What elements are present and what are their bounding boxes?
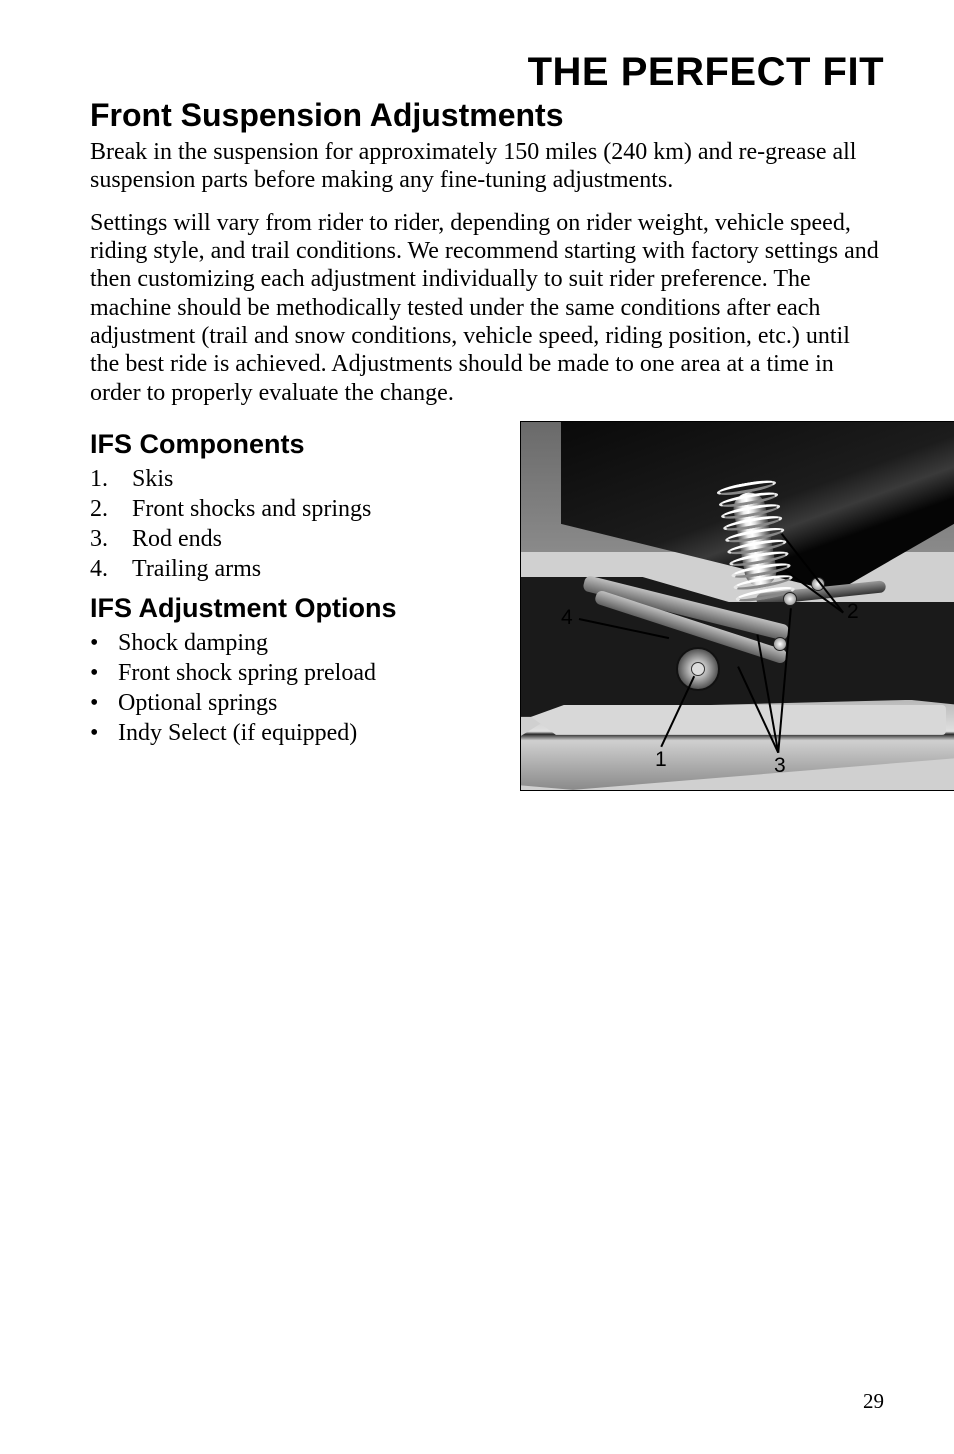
two-column-region: IFS Components 1. Skis 2. Front shocks a… <box>90 421 884 791</box>
bullet-icon: • <box>90 630 118 657</box>
list-item: • Front shock spring preload <box>90 660 500 687</box>
ifs-options-list: • Shock damping • Front shock spring pre… <box>90 630 500 747</box>
page-container: THE PERFECT FIT Front Suspension Adjustm… <box>0 0 954 1454</box>
bullet-icon: • <box>90 660 118 687</box>
paragraph-1: Break in the suspension for approximatel… <box>90 138 884 195</box>
list-item: 2. Front shocks and springs <box>90 496 500 523</box>
right-column: 4 2 1 3 <box>520 421 954 791</box>
section-heading: Front Suspension Adjustments <box>90 97 884 134</box>
ifs-components-heading: IFS Components <box>90 429 500 460</box>
page-main-title: THE PERFECT FIT <box>90 50 884 95</box>
callout-label-2: 2 <box>847 600 859 624</box>
bullet-icon: • <box>90 720 118 747</box>
ifs-components-list: 1. Skis 2. Front shocks and springs 3. R… <box>90 466 500 583</box>
ifs-options-heading: IFS Adjustment Options <box>90 593 500 624</box>
list-text: Skis <box>132 466 173 493</box>
figure-rod-end <box>773 637 787 651</box>
list-number: 1. <box>90 466 132 493</box>
list-item: • Optional springs <box>90 690 500 717</box>
list-text: Front shocks and springs <box>132 496 371 523</box>
list-item: • Indy Select (if equipped) <box>90 720 500 747</box>
list-text: Optional springs <box>118 690 277 717</box>
list-text: Indy Select (if equipped) <box>118 720 357 747</box>
list-item: • Shock damping <box>90 630 500 657</box>
list-item: 4. Trailing arms <box>90 556 500 583</box>
page-number: 29 <box>863 1389 884 1414</box>
list-text: Front shock spring preload <box>118 660 376 687</box>
list-number: 4. <box>90 556 132 583</box>
suspension-figure: 4 2 1 3 <box>520 421 954 791</box>
callout-label-1: 1 <box>655 748 667 772</box>
list-number: 3. <box>90 526 132 553</box>
list-text: Trailing arms <box>132 556 261 583</box>
callout-label-4: 4 <box>561 606 573 630</box>
list-item: 3. Rod ends <box>90 526 500 553</box>
figure-hub-bolt <box>691 662 705 676</box>
left-column: IFS Components 1. Skis 2. Front shocks a… <box>90 421 500 791</box>
list-text: Rod ends <box>132 526 222 553</box>
figure-ski-top <box>531 705 946 735</box>
figure-rod-end <box>783 592 797 606</box>
paragraph-2: Settings will vary from rider to rider, … <box>90 209 884 407</box>
callout-label-3: 3 <box>774 754 786 778</box>
list-item: 1. Skis <box>90 466 500 493</box>
bullet-icon: • <box>90 690 118 717</box>
list-text: Shock damping <box>118 630 268 657</box>
list-number: 2. <box>90 496 132 523</box>
